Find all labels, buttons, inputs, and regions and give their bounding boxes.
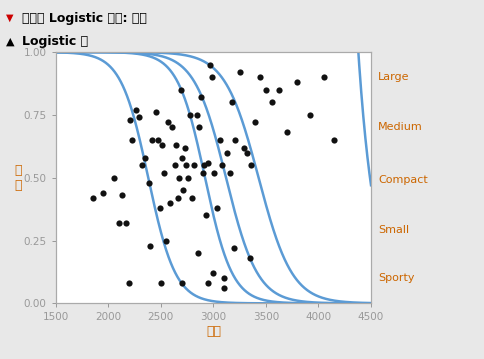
Point	[330, 137, 337, 143]
Point	[115, 220, 122, 226]
Point	[125, 280, 133, 286]
Point	[186, 112, 194, 118]
Point	[178, 280, 185, 286]
Point	[251, 120, 259, 125]
Point	[182, 162, 190, 168]
Point	[148, 137, 156, 143]
Point	[226, 170, 234, 176]
Point	[126, 117, 134, 123]
Y-axis label: 概
率: 概 率	[15, 164, 22, 192]
Point	[235, 69, 243, 75]
Point	[242, 150, 250, 155]
Point	[157, 280, 165, 286]
Point	[141, 155, 149, 160]
Point	[128, 137, 136, 143]
Point	[223, 150, 230, 155]
Point	[184, 175, 192, 181]
Point	[190, 162, 198, 168]
Point	[305, 112, 313, 118]
Point	[168, 125, 176, 130]
Point	[160, 170, 167, 176]
Point	[240, 145, 247, 150]
Point	[283, 130, 290, 135]
Point	[212, 205, 220, 211]
Point	[209, 270, 217, 276]
Point	[177, 87, 184, 93]
Point	[195, 125, 202, 130]
Point	[135, 115, 142, 120]
Text: ▼: ▼	[6, 13, 13, 23]
Point	[319, 74, 327, 80]
Point	[194, 250, 201, 256]
Text: Small: Small	[378, 225, 408, 236]
Point	[230, 245, 238, 251]
Point	[197, 94, 204, 100]
Point	[210, 170, 218, 176]
Point	[220, 275, 227, 281]
Point	[173, 195, 181, 201]
Point	[293, 79, 301, 85]
Point	[217, 162, 225, 168]
Point	[268, 99, 275, 105]
Point	[145, 180, 153, 186]
Point	[228, 99, 236, 105]
Text: Large: Large	[378, 72, 409, 82]
Point	[146, 243, 154, 248]
Point	[118, 192, 126, 198]
Point	[231, 137, 239, 143]
Point	[178, 155, 185, 160]
Point	[179, 187, 186, 193]
Point	[153, 137, 161, 143]
Text: Compact: Compact	[378, 175, 427, 185]
Point	[200, 162, 208, 168]
Point	[171, 142, 179, 148]
Point	[181, 145, 189, 150]
Point	[274, 87, 282, 93]
Point	[89, 195, 96, 201]
Point	[174, 175, 182, 181]
Point	[261, 87, 269, 93]
Text: ▲: ▲	[6, 37, 15, 47]
Point	[156, 205, 164, 211]
X-axis label: 车重: 车重	[206, 325, 220, 338]
Point	[166, 200, 174, 206]
Point	[151, 109, 159, 115]
Point	[246, 255, 254, 261]
Point	[255, 74, 263, 80]
Point	[247, 162, 255, 168]
Text: Logistic 图: Logistic 图	[22, 35, 88, 48]
Point	[132, 107, 139, 113]
Point	[198, 170, 206, 176]
Point	[162, 238, 169, 243]
Point	[158, 142, 166, 148]
Point	[170, 162, 178, 168]
Point	[164, 120, 172, 125]
Point	[220, 285, 227, 291]
Point	[99, 190, 106, 196]
Point	[109, 175, 117, 181]
Point	[202, 213, 210, 218]
Point	[122, 220, 130, 226]
Point	[192, 112, 200, 118]
Text: Medium: Medium	[378, 122, 422, 132]
Point	[206, 62, 214, 67]
Text: Sporty: Sporty	[378, 273, 414, 283]
Point	[204, 160, 212, 165]
Point	[204, 280, 212, 286]
Point	[138, 162, 146, 168]
Point	[208, 74, 216, 80]
Point	[215, 137, 223, 143]
Text: 名义型 Logistic 拟合: 车型: 名义型 Logistic 拟合: 车型	[22, 11, 146, 25]
Point	[188, 195, 196, 201]
